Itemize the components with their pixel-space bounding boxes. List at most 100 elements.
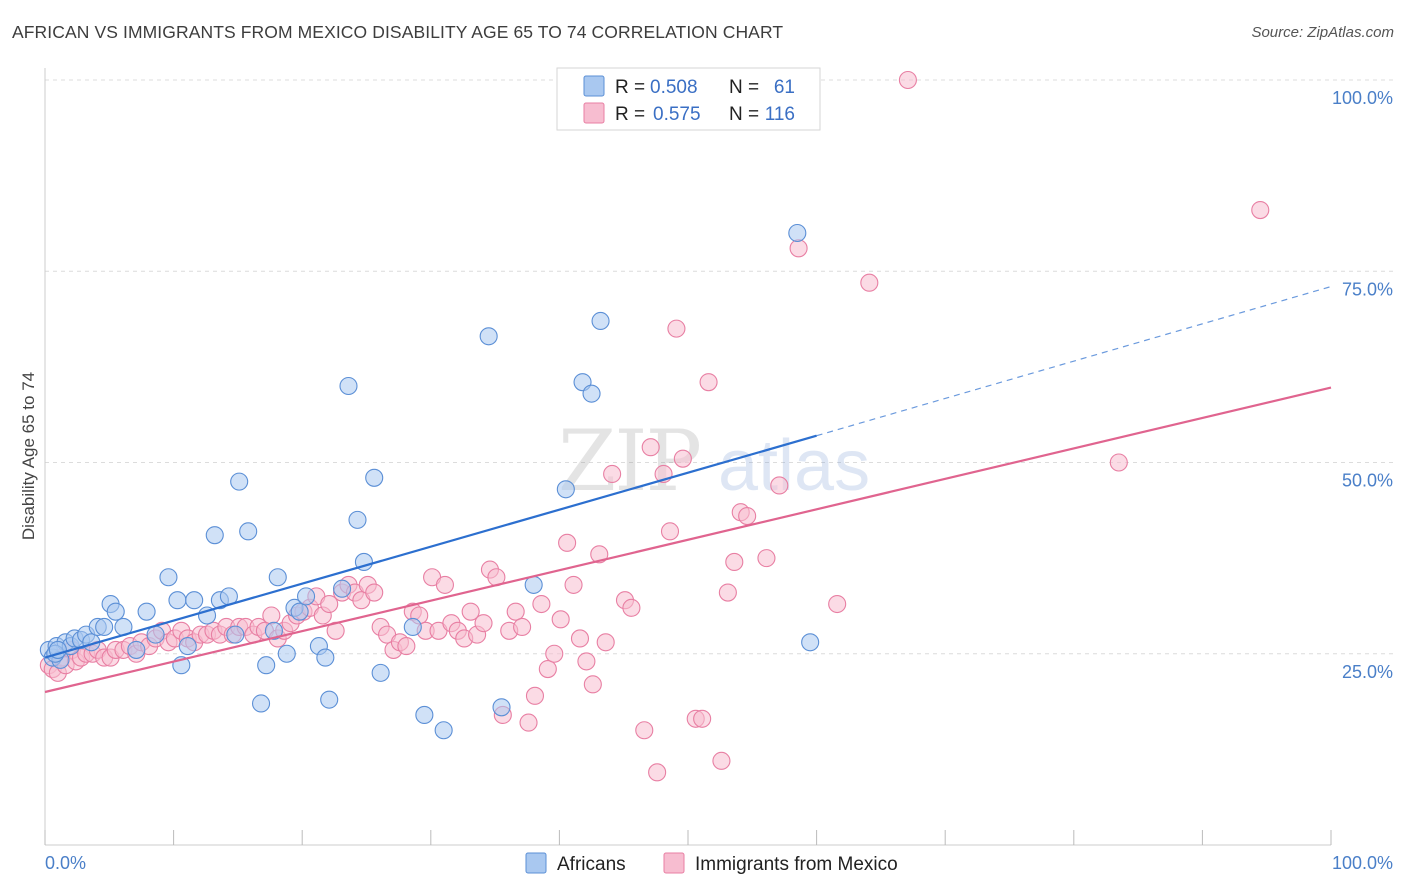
point-mexico-87 [583, 675, 602, 694]
point-mexico-103 [712, 751, 731, 770]
legend-n-label-1: N = [729, 77, 759, 98]
point-africans-33 [268, 568, 287, 587]
point-africans-40 [320, 690, 339, 709]
stats-legend: R = 0.508 N = 61 R = 0.575 N = 116 [556, 67, 821, 131]
point-mexico-70 [474, 614, 493, 633]
point-mexico-89 [596, 633, 615, 652]
point-africans-46 [371, 663, 390, 682]
point-mexico-101 [693, 709, 712, 728]
x-tick-label-max: 100.0% [1332, 853, 1393, 873]
trend-line-mexico [44, 386, 1332, 694]
chart-title: AFRICAN VS IMMIGRANTS FROM MEXICO DISABI… [12, 22, 784, 42]
point-mexico-78 [525, 686, 545, 705]
point-africans-58 [801, 633, 820, 652]
legend-swatch-africans [583, 75, 605, 97]
point-africans-56 [591, 311, 610, 331]
point-mexico-112 [860, 273, 879, 292]
point-africans-49 [434, 721, 453, 740]
y-tick-label-50: 50.0% [1342, 471, 1393, 491]
point-mexico-113 [898, 70, 917, 90]
y-tick-label-100: 100.0% [1332, 88, 1393, 108]
point-africans-45 [365, 468, 384, 487]
point-africans-52 [524, 575, 543, 594]
watermark: ZIP atlas [558, 412, 870, 510]
point-africans-41 [333, 579, 352, 598]
point-mexico-115 [1251, 201, 1270, 220]
point-mexico-95 [648, 763, 667, 782]
bottom-legend-label-africans: Africans [557, 854, 626, 875]
legend-r-value-1: 0.508 [650, 77, 698, 98]
point-mexico-90 [603, 464, 622, 484]
point-mexico-104 [718, 583, 737, 602]
x-ticks [44, 830, 1332, 845]
point-mexico-97 [660, 522, 680, 541]
point-africans-43 [348, 510, 367, 529]
point-mexico-79 [532, 594, 551, 614]
point-mexico-81 [545, 644, 564, 663]
svg-text:atlas: atlas [718, 426, 870, 506]
point-africans-31 [257, 656, 276, 675]
bottom-legend-swatch-africans [525, 852, 547, 874]
point-africans-24 [205, 526, 224, 545]
point-africans-18 [159, 568, 178, 587]
x-tick-label-min: 0.0% [45, 853, 86, 873]
point-mexico-46 [320, 594, 339, 614]
legend-n-label-2: N = [729, 104, 759, 125]
trend-line-africans [44, 434, 817, 659]
point-africans-22 [185, 591, 204, 610]
point-africans-28 [230, 472, 249, 491]
point-mexico-98 [667, 319, 686, 338]
point-mexico-92 [622, 598, 641, 617]
source-label: Source: ZipAtlas.com [1251, 24, 1394, 41]
series-legend: Africans Immigrants from Mexico [525, 852, 898, 875]
y-tick-labels: 25.0% 50.0% 75.0% 100.0% [1332, 88, 1393, 682]
series-africans-points [39, 223, 820, 740]
point-mexico-77 [519, 713, 538, 732]
bottom-legend-swatch-mexico [663, 852, 685, 874]
y-tick-label-25: 25.0% [1342, 662, 1393, 682]
point-mexico-37 [262, 606, 281, 625]
point-mexico-111 [828, 594, 847, 614]
point-africans-15 [127, 640, 146, 659]
point-africans-32 [264, 621, 283, 640]
point-mexico-83 [558, 533, 577, 552]
point-mexico-58 [397, 637, 416, 656]
point-mexico-84 [564, 575, 583, 594]
point-mexico-94 [641, 438, 660, 457]
point-mexico-76 [513, 617, 532, 637]
point-mexico-102 [699, 373, 718, 392]
trend-lines [44, 285, 1332, 694]
point-mexico-88 [590, 545, 609, 564]
y-axis-title: Disability Age 65 to 74 [19, 372, 38, 540]
point-africans-48 [415, 705, 434, 725]
point-africans-37 [297, 587, 316, 606]
legend-n-value-1: 61 [774, 77, 795, 98]
legend-r-value-2: 0.575 [653, 104, 701, 125]
point-africans-42 [339, 376, 358, 396]
point-africans-17 [146, 625, 165, 644]
point-mexico-105 [725, 552, 744, 572]
legend-r-label-2: R = [615, 104, 645, 125]
point-africans-55 [582, 384, 601, 403]
point-mexico-93 [635, 721, 654, 740]
point-africans-39 [316, 648, 335, 667]
point-africans-36 [290, 602, 309, 621]
point-africans-47 [403, 617, 422, 637]
point-africans-19 [168, 591, 187, 610]
point-mexico-99 [673, 449, 692, 468]
point-mexico-107 [738, 506, 757, 526]
point-mexico-75 [506, 602, 525, 621]
point-africans-50 [479, 327, 498, 346]
point-mexico-86 [577, 652, 596, 671]
y-tick-label-75: 75.0% [1342, 279, 1393, 299]
bottom-legend-label-mexico: Immigrants from Mexico [695, 854, 898, 875]
point-mexico-114 [1109, 453, 1128, 472]
point-mexico-85 [570, 629, 590, 648]
point-africans-34 [277, 644, 296, 663]
point-africans-51 [492, 698, 511, 717]
point-africans-30 [251, 694, 271, 713]
point-mexico-109 [770, 476, 789, 495]
point-africans-13 [106, 602, 125, 621]
point-mexico-108 [757, 549, 776, 568]
